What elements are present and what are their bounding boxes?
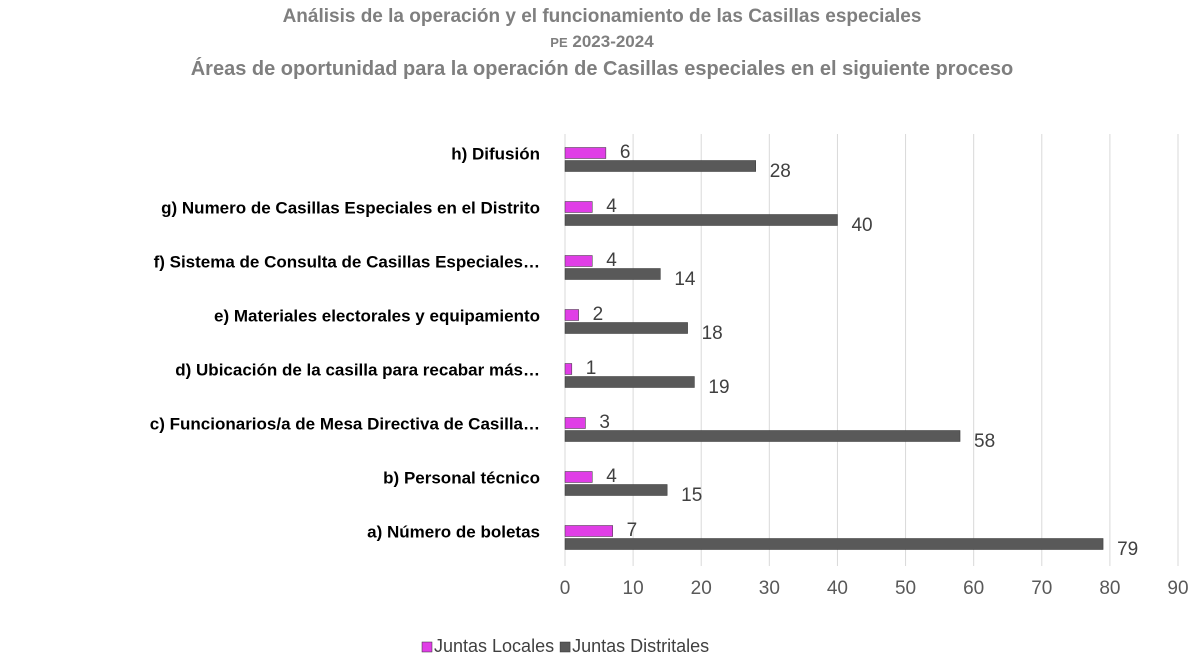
chart-subtitle: Áreas de oportunidad para la operación d… bbox=[190, 58, 1014, 80]
value-label: 3 bbox=[599, 412, 610, 433]
value-label: 4 bbox=[606, 466, 617, 487]
period: 2023-2024 bbox=[572, 32, 654, 51]
bar bbox=[564, 309, 579, 321]
bar bbox=[564, 201, 593, 213]
y-tick-label: e) Materiales electorales y equipamiento bbox=[214, 306, 540, 325]
x-tick-label: 60 bbox=[963, 578, 984, 599]
value-label: 79 bbox=[1117, 539, 1138, 560]
bar bbox=[564, 471, 593, 483]
y-tick-label: b) Personal técnico bbox=[383, 468, 540, 487]
bar bbox=[564, 160, 756, 172]
bar bbox=[564, 268, 661, 280]
x-tick-label: 20 bbox=[691, 578, 712, 599]
bar bbox=[564, 525, 613, 537]
value-label: 28 bbox=[770, 161, 791, 182]
y-tick-label: c) Funcionarios/a de Mesa Directiva de C… bbox=[150, 414, 540, 433]
legend-marker bbox=[421, 641, 433, 653]
chart-title: Análisis de la operación y el funcionami… bbox=[282, 6, 922, 27]
bar bbox=[564, 147, 607, 159]
x-tick-label: 90 bbox=[1167, 578, 1188, 599]
y-tick-label: h) Difusión bbox=[451, 144, 540, 163]
value-label: 18 bbox=[702, 323, 723, 344]
bar bbox=[564, 538, 1104, 550]
x-tick-label: 30 bbox=[759, 578, 780, 599]
bar bbox=[564, 322, 688, 334]
x-tick-label: 40 bbox=[827, 578, 848, 599]
process-code: PE bbox=[550, 35, 568, 50]
y-tick-label: d) Ubicación de la casilla para recabar … bbox=[175, 360, 540, 379]
y-tick-label: g) Numero de Casillas Especiales en el D… bbox=[161, 198, 540, 217]
value-label: 2 bbox=[593, 304, 604, 325]
x-tick-label: 0 bbox=[560, 578, 571, 599]
legend-label: Juntas Locales bbox=[434, 636, 554, 656]
x-tick-label: 10 bbox=[623, 578, 644, 599]
x-tick-label: 80 bbox=[1099, 578, 1120, 599]
value-label: 19 bbox=[708, 377, 729, 398]
bar bbox=[564, 417, 586, 429]
bar bbox=[564, 214, 838, 226]
bar bbox=[564, 363, 573, 375]
value-label: 15 bbox=[681, 485, 702, 506]
value-label: 4 bbox=[606, 196, 617, 217]
chart-title-period: PE 2023-2024 bbox=[0, 32, 1204, 52]
value-label: 1 bbox=[586, 358, 597, 379]
value-label: 7 bbox=[627, 520, 638, 541]
y-tick-label: f) Sistema de Consulta de Casillas Espec… bbox=[154, 252, 540, 271]
legend-marker bbox=[559, 641, 571, 653]
value-label: 58 bbox=[974, 431, 995, 452]
y-tick-label: a) Número de boletas bbox=[367, 522, 540, 541]
bar bbox=[564, 484, 668, 496]
value-label: 6 bbox=[620, 142, 631, 163]
legend-label: Juntas Distritales bbox=[572, 636, 709, 656]
x-tick-label: 50 bbox=[895, 578, 916, 599]
value-label: 4 bbox=[606, 250, 617, 271]
bar bbox=[564, 376, 695, 388]
value-label: 40 bbox=[851, 215, 872, 236]
value-label: 14 bbox=[674, 269, 696, 290]
bar bbox=[564, 430, 961, 442]
x-tick-label: 70 bbox=[1031, 578, 1052, 599]
bar bbox=[564, 255, 593, 267]
